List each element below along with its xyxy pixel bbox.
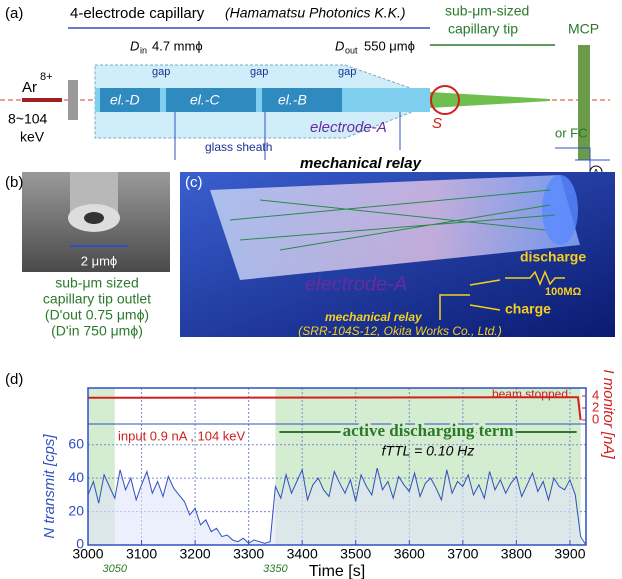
panel-a: (a) 4-electrode capillary (Hamamatsu Pho… — [0, 3, 610, 178]
y-tick-label: 0 — [76, 536, 84, 552]
y2-axis-label: I monitor [nA] — [600, 369, 617, 459]
electrode-label: el.-C — [190, 92, 220, 108]
d-in: D — [130, 38, 139, 53]
x-tick-label: 3100 — [126, 546, 157, 562]
gap: gap — [152, 66, 170, 78]
electrode-label: el.-D — [110, 92, 140, 108]
panel-label: (c) — [185, 174, 203, 191]
caption: (D'out 0.75 μmϕ) — [45, 307, 149, 323]
caption: capillary tip outlet — [43, 291, 151, 307]
term-label: active discharging term — [343, 421, 514, 440]
x-tick-label: 3300 — [233, 546, 264, 562]
x-tick-label: 3500 — [340, 546, 371, 562]
mcp-label: MCP — [568, 21, 599, 37]
energy-unit: keV — [20, 129, 45, 145]
electrode-a: electrode-A — [310, 119, 387, 136]
panel-label: (d) — [5, 371, 23, 388]
gap: gap — [338, 66, 356, 78]
charge-state: 8+ — [40, 71, 53, 83]
figure: (a) 4-electrode capillary (Hamamatsu Pho… — [0, 0, 622, 579]
title: 4-electrode capillary — [70, 5, 205, 22]
panel-c: (c) electrode-A discharge 100MΩ mechanic… — [180, 172, 615, 338]
marked-time: 3350 — [263, 563, 288, 575]
resistor: 100MΩ — [545, 286, 582, 298]
gap: gap — [250, 66, 268, 78]
y-tick-label: 60 — [68, 435, 84, 451]
electrode-a: electrode-A — [305, 273, 407, 295]
x-tick-label: 3700 — [447, 546, 478, 562]
charge: charge — [505, 301, 551, 317]
x-tick-label: 3400 — [287, 546, 318, 562]
discharge: discharge — [520, 249, 586, 265]
d-out: D — [335, 38, 344, 53]
relay-model: (SRR-104S-12, Okita Works Co., Ltd.) — [298, 324, 501, 338]
x-axis-label: Time [s] — [309, 563, 365, 579]
fc-label: or FC — [555, 125, 588, 140]
y-tick-label: 40 — [68, 469, 84, 485]
relay-label: mechanical relay — [300, 155, 422, 172]
energy: 8~104 — [8, 111, 48, 127]
ion: Ar — [22, 79, 37, 96]
y-axis-label: N transmit [cps] — [41, 434, 58, 539]
tip-label: capillary tip — [448, 21, 518, 37]
x-tick-label: 3800 — [501, 546, 532, 562]
tube-hole — [84, 212, 104, 224]
mcp-detector — [578, 45, 590, 160]
marked-time: 3050 — [103, 563, 128, 575]
caption: sub-μm sized — [55, 275, 139, 291]
tip — [430, 92, 550, 108]
electrode-label: el.-B — [278, 92, 307, 108]
panel-b: (b) 2 μmϕ sub-μm sized capillary tip out… — [5, 172, 170, 339]
x-tick-label: 3200 — [180, 546, 211, 562]
d-out-sub: out — [345, 45, 358, 55]
d-in-sub: in — [140, 45, 147, 55]
y-tick-label: 20 — [68, 502, 84, 518]
outlet — [542, 175, 578, 245]
scale-label: 2 μmϕ — [81, 253, 117, 268]
sheath-label: glass sheath — [205, 140, 272, 154]
panel-label: (a) — [5, 5, 23, 22]
holder — [68, 80, 78, 120]
x-tick-label: 3900 — [554, 546, 585, 562]
d-out-value: 550 μmϕ — [364, 38, 415, 53]
maker: (Hamamatsu Photonics K.K.) — [225, 5, 406, 21]
y2-tick-label: 4 — [592, 387, 599, 402]
panel-label: (b) — [5, 174, 23, 191]
freq-label: fTTL = 0.10 Hz — [382, 443, 475, 459]
beam-label: beam stopped — [492, 387, 568, 401]
caption: (D'in 750 μmϕ) — [51, 323, 143, 339]
input-label: input 0.9 nA , 104 keV — [118, 428, 246, 443]
switch-label: S — [432, 115, 442, 132]
tip-label: sub-μm-sized — [445, 3, 529, 19]
x-tick-label: 3600 — [394, 546, 425, 562]
d-in-value: 4.7 mmϕ — [152, 38, 203, 53]
relay-label: mechanical relay — [325, 310, 423, 324]
